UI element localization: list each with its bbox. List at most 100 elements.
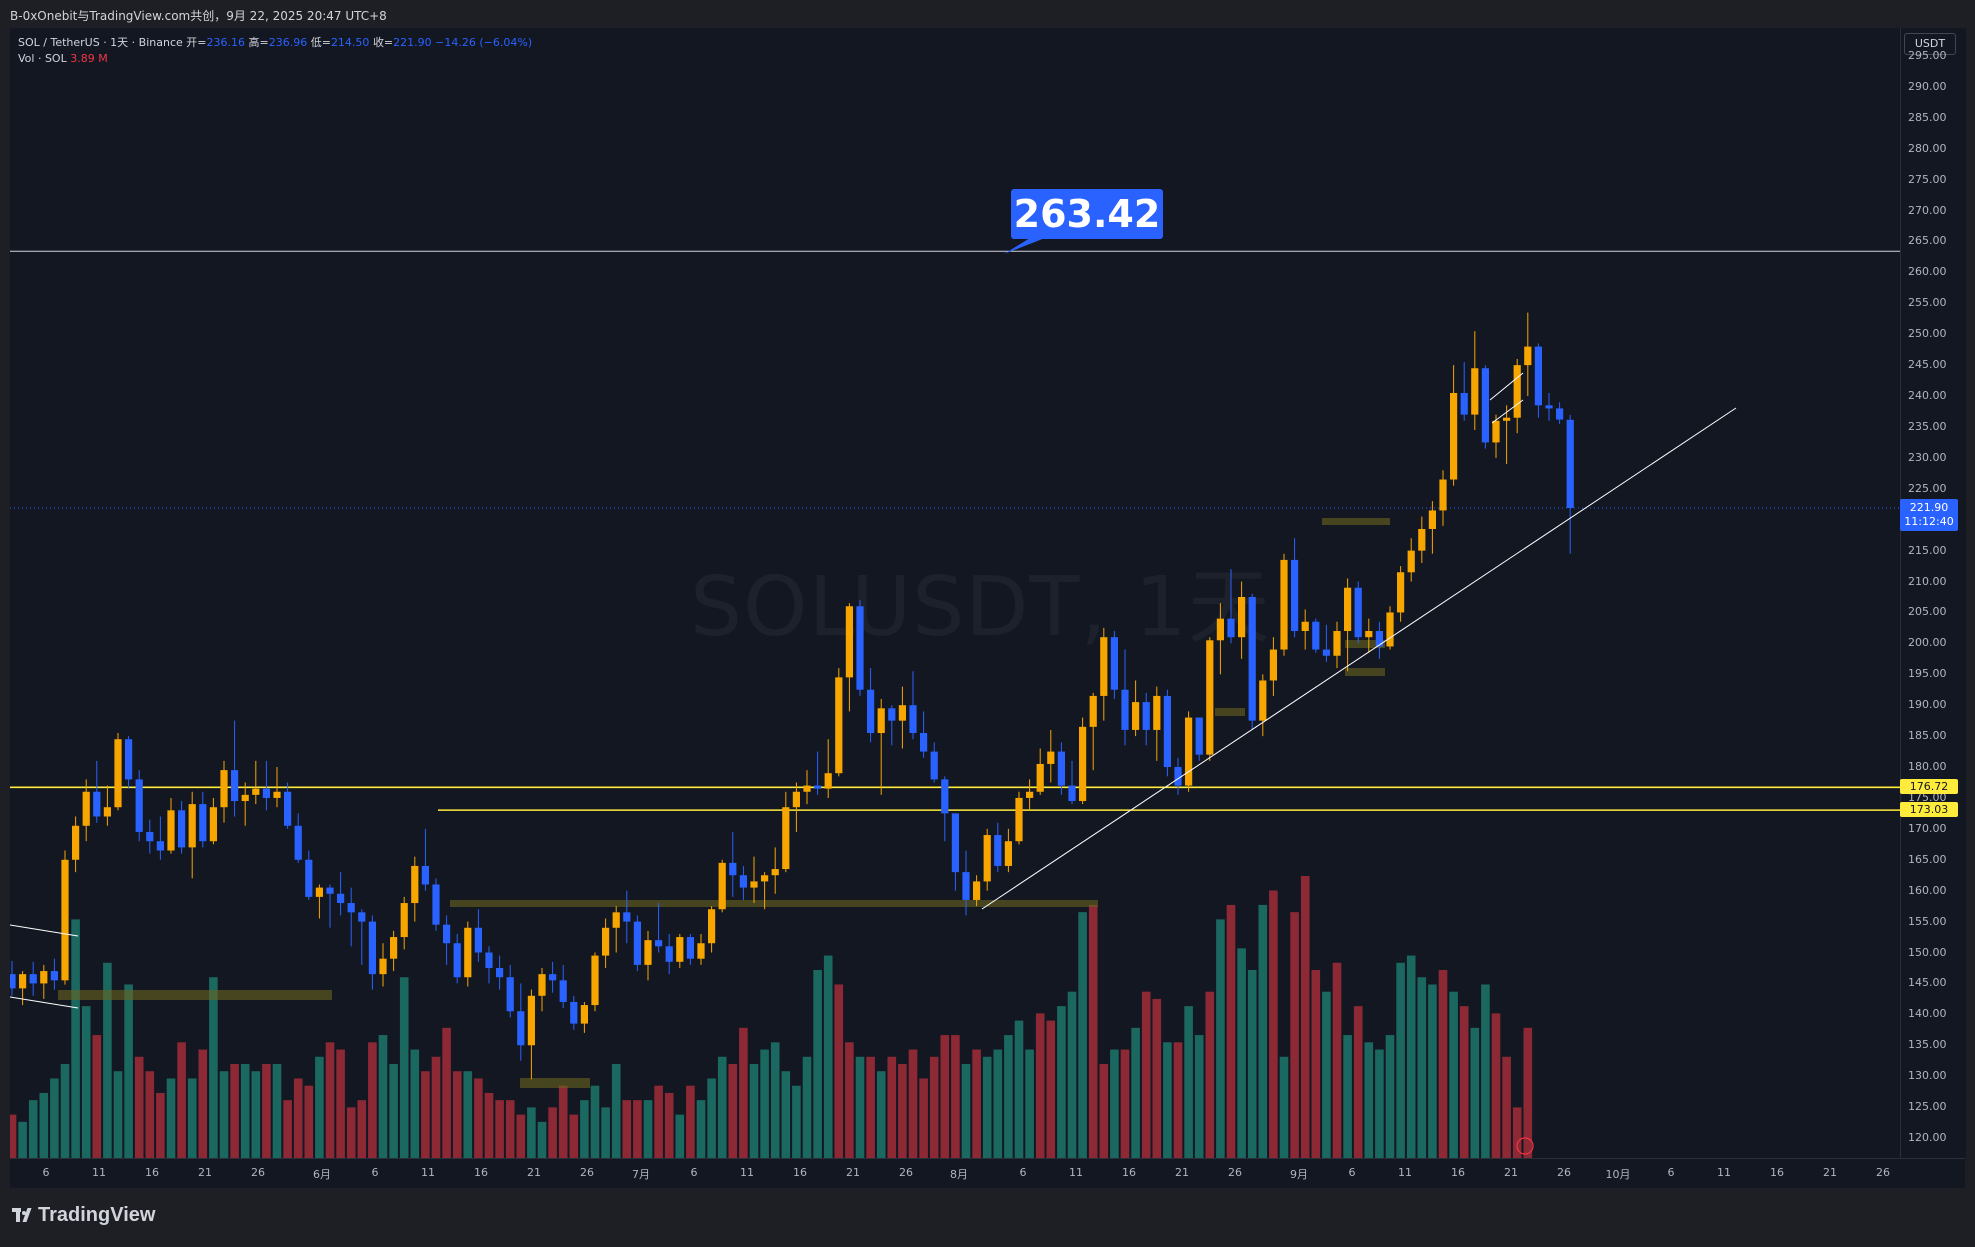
candle-body [983, 835, 991, 882]
volume-bar [580, 1100, 589, 1158]
time-tick-label: 16 [1451, 1166, 1465, 1179]
volume-bar [961, 1064, 971, 1158]
candle-body [421, 865, 429, 885]
price-tick-label: 190.00 [1908, 698, 1947, 712]
level-tag-upper: 176.72 [1900, 779, 1958, 795]
open-value: 236.16 [206, 36, 246, 49]
candle-body [1004, 841, 1012, 866]
price-tick-label: 120.00 [1908, 1131, 1947, 1144]
price-tick-label: 250.00 [1908, 327, 1947, 341]
volume-bar [1131, 1027, 1140, 1158]
price-axis[interactable] [1900, 28, 1966, 1158]
candle-body [867, 689, 875, 734]
volume-bar [1311, 970, 1321, 1158]
time-tick-label: 21 [527, 1166, 541, 1179]
time-tick-label: 21 [1504, 1166, 1518, 1179]
price-tick-label: 285.00 [1908, 110, 1947, 124]
volume-bar [198, 1049, 208, 1158]
candle-body [1057, 751, 1065, 786]
candle-body [178, 810, 186, 848]
volume-bar [368, 1042, 377, 1158]
time-axis[interactable] [10, 1158, 1965, 1189]
candle-body [10, 974, 16, 989]
alert-icon [1516, 1137, 1534, 1155]
time-tick-label: 21 [1175, 1166, 1189, 1179]
symbol-watermark: SOLUSDT, 1天 [690, 560, 1271, 655]
price-tick-label: 160.00 [1908, 883, 1947, 897]
candle-body [103, 807, 111, 817]
price-tick-label: 210.00 [1908, 574, 1947, 588]
volume-bar [1438, 970, 1448, 1158]
candle-body [549, 974, 557, 981]
currency-button[interactable]: USDT [1904, 33, 1956, 55]
volume-bar [601, 1107, 610, 1158]
chart-pane[interactable] [10, 28, 1900, 1158]
volume-bar [209, 977, 218, 1158]
volume-legend[interactable]: Vol · SOL 3.89 M [18, 52, 108, 65]
candle-body [82, 791, 90, 826]
volume-bar [898, 1064, 907, 1158]
time-tick-label: 11 [421, 1166, 435, 1179]
volume-bar [145, 1071, 155, 1158]
candle-body [1365, 631, 1373, 638]
candle-body [337, 893, 345, 904]
candle-body [464, 927, 472, 978]
volume-bar [1258, 904, 1268, 1158]
volume-bar [633, 1100, 642, 1158]
price-tick-label: 230.00 [1908, 450, 1947, 464]
candle-body [580, 1005, 588, 1024]
price-tick-label: 125.00 [1908, 1100, 1947, 1114]
volume-bar [1110, 1049, 1119, 1158]
time-tick-label: 9月 [1290, 1168, 1308, 1181]
price-tick-label: 180.00 [1908, 760, 1947, 774]
volume-bar [1025, 1049, 1034, 1158]
tradingview-logo[interactable]: TradingView [12, 1204, 155, 1227]
candle-body [782, 807, 790, 870]
candle-body [125, 739, 133, 780]
candle-body [602, 927, 610, 956]
volume-bar [10, 1114, 17, 1158]
volume-bar [484, 1092, 494, 1158]
time-tick-label: 6 [1019, 1166, 1027, 1179]
ohlc-legend[interactable]: SOL / TetherUS · 1天 · Binance 开=236.16 高… [18, 34, 532, 50]
volume-bar [463, 1071, 473, 1158]
volume-bar [1173, 1042, 1183, 1158]
volume-label[interactable]: Vol · SOL [18, 52, 67, 65]
high-value: 236.96 [268, 36, 308, 49]
candle-body [1185, 717, 1193, 786]
candle-body [1026, 791, 1034, 798]
volume-bar [1343, 1035, 1352, 1158]
volume-bar [866, 1056, 875, 1158]
volume-bar [124, 984, 133, 1158]
candle-body [686, 937, 694, 959]
candle-body [1375, 631, 1383, 647]
current-price-tag: 221.90 11:12:40 [1900, 498, 1958, 531]
price-tick-label: 245.00 [1908, 358, 1947, 372]
symbol-label[interactable]: SOL / TetherUS · 1天 · Binance [18, 36, 183, 49]
time-tick-label: 16 [1770, 1166, 1784, 1179]
volume-bar [452, 1071, 462, 1158]
candle-body [1227, 618, 1235, 638]
volume-bar [50, 1078, 59, 1158]
candle-body [771, 869, 779, 876]
volume-bar [739, 1027, 748, 1158]
volume-bar [1088, 904, 1098, 1158]
footer [0, 1188, 1975, 1247]
candle-body [1132, 702, 1140, 730]
candle-body [347, 903, 355, 913]
price-tick-label: 145.00 [1908, 976, 1947, 990]
candle-body [474, 927, 482, 953]
time-tick-label: 16 [793, 1166, 807, 1179]
volume-bar [1004, 1035, 1013, 1158]
candle-body [1100, 637, 1108, 696]
candle-body [358, 912, 366, 922]
time-tick-label: 11 [1717, 1166, 1731, 1179]
price-callout[interactable]: 263.42 [1011, 189, 1163, 239]
volume-bar [728, 1064, 738, 1158]
volume-bar [1491, 1013, 1501, 1158]
volume-bar [1322, 991, 1331, 1158]
volume-bar [60, 1064, 70, 1158]
candle-body [792, 791, 800, 808]
volume-bar [293, 1078, 303, 1158]
